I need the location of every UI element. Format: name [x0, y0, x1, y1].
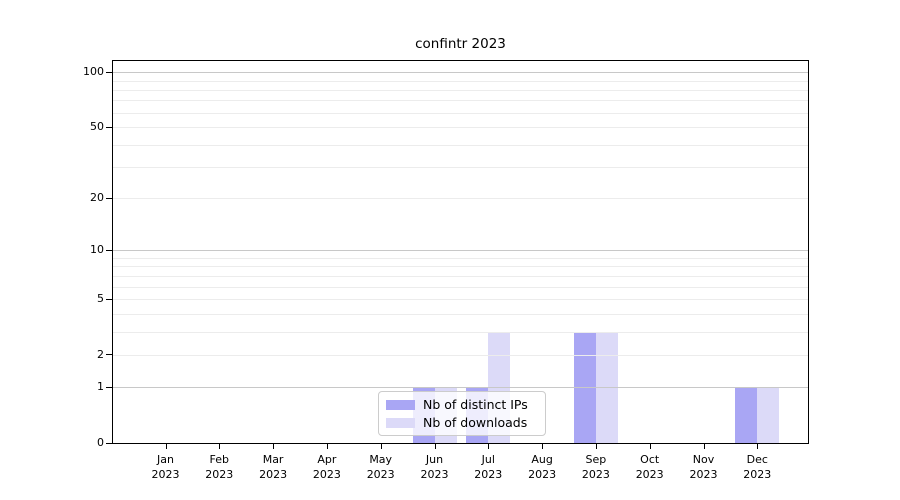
- x-tick-label: Mar 2023: [259, 453, 288, 481]
- gridline-minor: [113, 144, 808, 146]
- x-axis-tick: [165, 443, 167, 449]
- gridline-minor: [113, 198, 808, 200]
- y-tick-label: 50: [90, 120, 104, 134]
- gridline-minor: [113, 100, 808, 102]
- y-tick-label: 5: [97, 292, 104, 305]
- x-axis-tick: [703, 443, 705, 449]
- x-axis-tick: [273, 443, 275, 449]
- gridline-minor: [113, 112, 808, 114]
- x-tick-label: Jan 2023: [151, 453, 180, 481]
- y-axis-tick: [106, 249, 112, 251]
- y-tick-label: 20: [90, 191, 104, 205]
- bar-distinct-ips: [573, 331, 596, 443]
- y-tick-label: 0: [97, 436, 104, 449]
- x-axis-tick: [649, 443, 651, 449]
- y-tick-label: 100: [83, 65, 104, 79]
- gridline-minor: [113, 331, 808, 333]
- gridline-minor: [113, 286, 808, 288]
- x-tick-label: May 2023: [366, 453, 395, 481]
- gridline-minor: [113, 257, 808, 259]
- x-tick-label: Aug 2023: [528, 453, 557, 481]
- gridline-minor: [113, 167, 808, 169]
- x-axis-tick: [219, 443, 221, 449]
- bar-distinct-ips: [735, 387, 758, 443]
- legend: Nb of distinct IPs Nb of downloads: [378, 391, 546, 436]
- x-tick-label: Sep 2023: [581, 453, 610, 481]
- gridline-major: [113, 250, 808, 252]
- bar-downloads: [757, 387, 780, 443]
- y-tick-label: 2: [97, 347, 104, 361]
- legend-item-distinct-ips: Nb of distinct IPs: [386, 397, 538, 412]
- chart-title: confintr 2023: [415, 36, 506, 52]
- y-axis-tick: [106, 126, 112, 128]
- x-axis-tick: [595, 443, 597, 449]
- gridline-minor: [113, 275, 808, 277]
- gridline-minor: [113, 313, 808, 315]
- y-tick-label: 10: [90, 243, 104, 257]
- x-axis-tick: [434, 443, 436, 449]
- y-axis-tick: [106, 71, 112, 73]
- x-tick-label: Oct 2023: [635, 453, 664, 481]
- x-tick-label: Nov 2023: [689, 453, 718, 481]
- bar-downloads: [595, 331, 618, 443]
- y-tick-label: 1: [97, 380, 104, 394]
- y-axis-tick: [106, 442, 112, 444]
- legend-swatch-downloads-icon: [386, 417, 415, 428]
- gridline-minor: [113, 266, 808, 268]
- gridline-major: [113, 387, 808, 389]
- y-axis-tick: [106, 197, 112, 199]
- legend-swatch-distinct-ips-icon: [386, 399, 415, 410]
- gridline-minor: [113, 299, 808, 300]
- legend-label-downloads: Nb of downloads: [423, 415, 528, 430]
- x-tick-label: Jun 2023: [420, 453, 449, 481]
- gridline-minor: [113, 89, 808, 91]
- x-axis-tick: [542, 443, 544, 449]
- gridline-minor: [113, 127, 808, 129]
- y-axis-tick: [106, 298, 112, 300]
- legend-item-downloads: Nb of downloads: [386, 415, 538, 430]
- y-axis-tick: [106, 354, 112, 356]
- plot-area: [112, 60, 809, 444]
- x-tick-label: Feb 2023: [205, 453, 234, 481]
- x-tick-label: Jul 2023: [474, 453, 503, 481]
- gridline-major: [113, 72, 808, 74]
- x-axis-tick: [757, 443, 759, 449]
- x-axis-tick: [488, 443, 490, 449]
- legend-label-distinct-ips: Nb of distinct IPs: [423, 397, 528, 412]
- x-axis-tick: [326, 443, 328, 449]
- x-tick-label: Apr 2023: [312, 453, 341, 481]
- gridline-minor: [113, 354, 808, 356]
- x-axis-tick: [380, 443, 382, 449]
- gridline-minor: [113, 80, 808, 82]
- x-tick-label: Dec 2023: [743, 453, 772, 481]
- y-axis-tick: [106, 386, 112, 388]
